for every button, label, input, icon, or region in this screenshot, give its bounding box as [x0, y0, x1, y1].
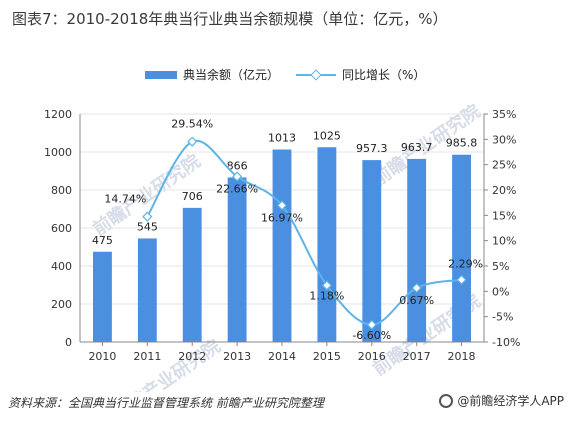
y-left-tick-label: 600 — [51, 222, 72, 235]
y-left-tick-label: 400 — [51, 260, 72, 273]
bar — [272, 149, 292, 342]
chart-canvas: 前瞻产业研究院前瞻产业研究院前瞻产业研究院前瞻产业研究院020040060080… — [44, 100, 520, 392]
y-right-tick-label: 30% — [492, 133, 516, 146]
growth-value-label: -6.60% — [352, 329, 391, 342]
bar — [93, 251, 112, 342]
bar-value-label: 1013 — [268, 132, 296, 145]
growth-value-label: 22.66% — [216, 183, 258, 196]
bar — [182, 207, 202, 342]
y-right-tick-label: 25% — [492, 159, 516, 172]
watermark-text: 前瞻产业研究院 — [109, 335, 225, 392]
bar-value-label: 957.3 — [356, 142, 388, 155]
legend-line-swatch — [296, 69, 336, 81]
bar — [362, 160, 382, 342]
legend-label-balance: 典当余额（亿元） — [183, 68, 280, 82]
y-left-tick-label: 200 — [51, 298, 72, 311]
legend-item-balance: 典当余额（亿元） — [145, 66, 279, 83]
growth-value-label: 0.67% — [399, 294, 434, 307]
growth-value-label: 16.97% — [261, 211, 303, 224]
bar — [452, 154, 471, 342]
x-tick-label: 2013 — [223, 350, 251, 363]
legend-label-growth: 同比增长（%） — [342, 68, 426, 82]
bar — [227, 177, 247, 342]
bar-value-label: 706 — [182, 190, 203, 203]
y-left-tick-label: 1000 — [44, 146, 72, 159]
growth-value-label: 14.74% — [104, 193, 146, 206]
bar-value-label: 1025 — [313, 129, 341, 142]
y-right-tick-label: 0% — [492, 285, 509, 298]
x-tick-label: 2017 — [403, 350, 431, 363]
bar-value-label: 866 — [227, 159, 248, 172]
growth-point — [411, 282, 422, 294]
x-tick-label: 2011 — [133, 350, 161, 363]
x-tick-label: 2015 — [313, 350, 341, 363]
y-right-tick-label: -5% — [492, 311, 513, 324]
growth-point — [456, 274, 467, 285]
growth-point — [232, 171, 243, 182]
legend-bar-swatch — [145, 70, 177, 79]
growth-point — [276, 200, 288, 211]
source-note: 资料来源：全国典当行业监督管理系统 前瞻产业研究院整理 — [8, 396, 324, 410]
bar — [407, 158, 427, 342]
x-tick-label: 2014 — [268, 350, 296, 363]
bar-value-label: 985.8 — [446, 137, 478, 150]
y-right-tick-label: -10% — [492, 336, 520, 349]
brand-mark: @前瞻经济学人APP — [439, 392, 564, 409]
brand-logo-icon — [439, 393, 454, 408]
bar-value-label: 545 — [137, 220, 158, 233]
y-left-tick-label: 0 — [65, 336, 72, 349]
growth-value-label: 2.29% — [448, 258, 483, 271]
growth-point — [187, 136, 198, 147]
bar-value-label: 963.7 — [401, 141, 433, 154]
y-right-tick-label: 20% — [492, 184, 516, 197]
growth-value-label: 29.54% — [171, 118, 213, 131]
x-tick-label: 2018 — [448, 350, 476, 363]
x-tick-label: 2016 — [358, 350, 386, 363]
growth-point — [366, 319, 377, 330]
growth-point — [321, 280, 332, 291]
bar — [317, 147, 337, 342]
x-tick-label: 2012 — [178, 350, 206, 363]
bar — [137, 238, 157, 342]
y-left-tick-label: 800 — [51, 184, 72, 197]
x-tick-label: 2010 — [88, 350, 116, 363]
y-right-tick-label: 15% — [492, 209, 516, 222]
legend-item-growth: 同比增长（%） — [296, 66, 425, 83]
legend: 典当余额（亿元） 同比增长（%） — [0, 66, 572, 86]
growth-value-label: 1.18% — [309, 289, 344, 302]
y-right-tick-label: 10% — [492, 235, 516, 248]
bar-value-label: 475 — [92, 234, 113, 247]
growth-point — [142, 211, 153, 222]
y-right-tick-label: 35% — [492, 108, 516, 121]
brand-label: @前瞻经济学人APP — [457, 394, 564, 408]
y-right-tick-label: 5% — [492, 260, 509, 273]
chart-title: 图表7：2010-2018年典当行业典当余额规模（单位：亿元，%） — [12, 10, 448, 28]
y-left-tick-label: 1200 — [44, 108, 72, 121]
